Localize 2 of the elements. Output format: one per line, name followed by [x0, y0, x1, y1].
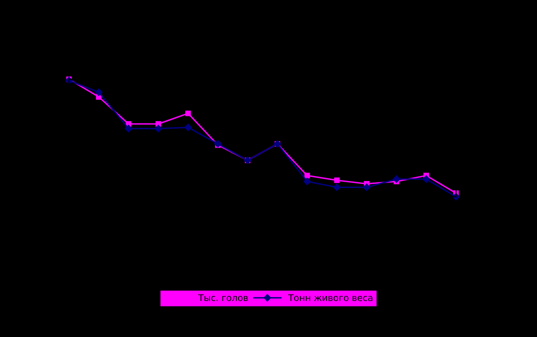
legend-label: Тонн живого веса	[288, 294, 372, 302]
text: Тыс. голов	[198, 294, 248, 302]
